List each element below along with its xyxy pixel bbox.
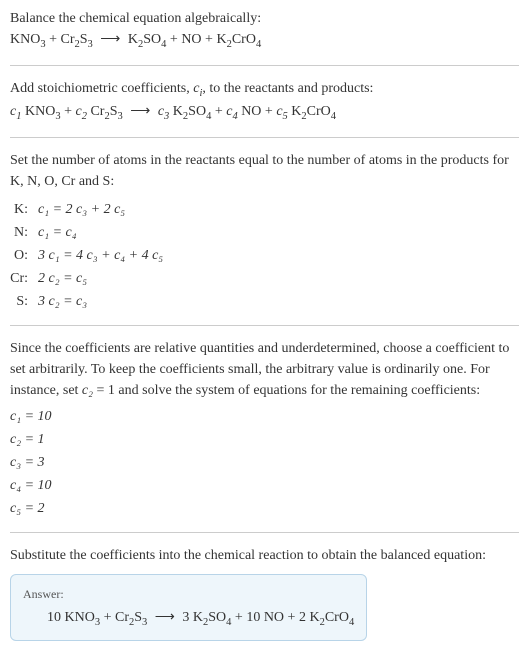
atom-equation: c₁ = c₄: [38, 221, 169, 244]
atom-label: O:: [10, 244, 38, 267]
divider: [10, 65, 519, 66]
coeff-value: c₅ = 2: [10, 497, 519, 520]
coeff-value: c₁ = 10: [10, 405, 519, 428]
table-row: N: c₁ = c₄: [10, 221, 169, 244]
atom-label: K:: [10, 198, 38, 221]
balanced-equation: 10 KNO3 + Cr2S3 ⟶ 3 K2SO4 + 10 NO + 2 K2…: [23, 607, 354, 631]
divider: [10, 137, 519, 138]
intro-text: Add stoichiometric coefficients, ci, to …: [10, 78, 519, 102]
section-answer: Substitute the coefficients into the che…: [10, 545, 519, 642]
coeff-value: c₃ = 3: [10, 451, 519, 474]
table-row: S: 3 c₂ = c₃: [10, 290, 169, 313]
coefficient-equation: c1 KNO3 + c2 Cr2S3 ⟶ c3 K2SO4 + c4 NO + …: [10, 101, 519, 125]
coeff-value: c₄ = 10: [10, 474, 519, 497]
section-stoichiometric: Add stoichiometric coefficients, ci, to …: [10, 78, 519, 125]
reactant-2: Cr2S3: [61, 32, 93, 47]
atom-label: N:: [10, 221, 38, 244]
section-balance-intro: Balance the chemical equation algebraica…: [10, 8, 519, 53]
intro-text: Set the number of atoms in the reactants…: [10, 150, 519, 192]
product-1: K2SO4: [128, 32, 167, 47]
intro-text: Substitute the coefficients into the che…: [10, 545, 519, 566]
table-row: O: 3 c₁ = 4 c₃ + c₄ + 4 c₅: [10, 244, 169, 267]
atom-label: Cr:: [10, 267, 38, 290]
coeff-value: c₂ = 1: [10, 428, 519, 451]
product-3: K2CrO4: [216, 32, 261, 47]
section-atom-balance: Set the number of atoms in the reactants…: [10, 150, 519, 313]
unbalanced-equation: KNO3 + Cr2S3 ⟶ K2SO4 + NO + K2CrO4: [10, 29, 519, 53]
table-row: K: c₁ = 2 c₃ + 2 c₅: [10, 198, 169, 221]
table-row: Cr: 2 c₂ = c₅: [10, 267, 169, 290]
atom-equation: 3 c₂ = c₃: [38, 290, 169, 313]
atom-equation: c₁ = 2 c₃ + 2 c₅: [38, 198, 169, 221]
reaction-arrow: ⟶: [93, 32, 128, 47]
intro-text: Balance the chemical equation algebraica…: [10, 8, 519, 29]
answer-box: Answer: 10 KNO3 + Cr2S3 ⟶ 3 K2SO4 + 10 N…: [10, 574, 367, 642]
atom-equation: 3 c₁ = 4 c₃ + c₄ + 4 c₅: [38, 244, 169, 267]
section-solve: Since the coefficients are relative quan…: [10, 338, 519, 520]
atom-label: S:: [10, 290, 38, 313]
product-2: NO: [181, 32, 201, 47]
coefficient-list: c₁ = 10 c₂ = 1 c₃ = 3 c₄ = 10 c₅ = 2: [10, 405, 519, 520]
intro-text: Since the coefficients are relative quan…: [10, 338, 519, 401]
atom-equation: 2 c₂ = c₅: [38, 267, 169, 290]
divider: [10, 532, 519, 533]
divider: [10, 325, 519, 326]
answer-label: Answer:: [23, 585, 354, 603]
atom-balance-table: K: c₁ = 2 c₃ + 2 c₅ N: c₁ = c₄ O: 3 c₁ =…: [10, 198, 169, 313]
reactant-1: KNO3: [10, 32, 46, 47]
